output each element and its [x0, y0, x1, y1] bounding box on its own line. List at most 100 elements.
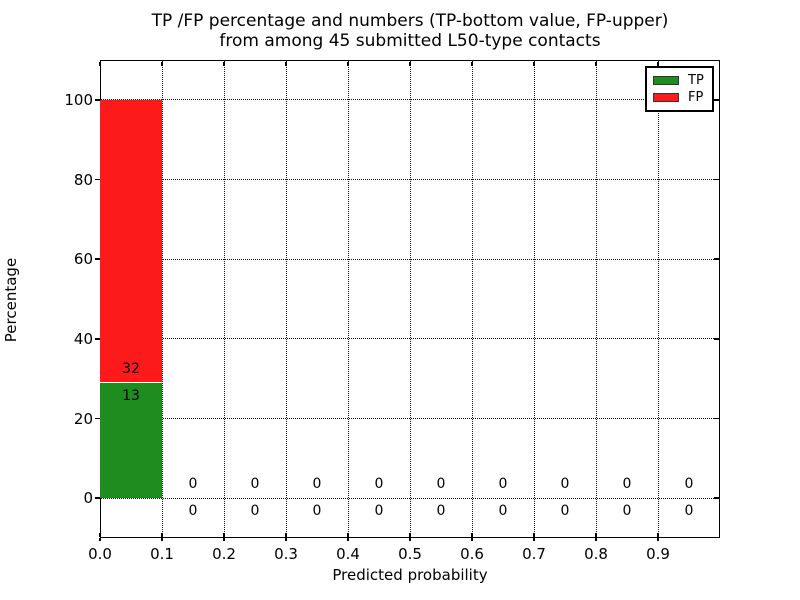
y-tick-right	[713, 99, 719, 101]
x-tick-bottom-outer	[533, 538, 535, 541]
x-tick-bottom	[595, 532, 597, 537]
y-tick-left	[95, 338, 100, 340]
x-tick-label: 0.7	[522, 545, 546, 563]
x-tick-top	[471, 61, 473, 66]
fp-count-label: 0	[374, 476, 384, 493]
tp-count-label: 0	[374, 503, 384, 520]
tp-count-label: 13	[122, 388, 140, 405]
x-tick-bottom-outer	[347, 538, 349, 541]
x-tick-label: 0.4	[336, 545, 360, 563]
chart-title: TP /FP percentage and numbers (TP-bottom…	[100, 11, 720, 51]
x-tick-top	[409, 61, 411, 66]
y-tick-left	[95, 178, 100, 181]
legend: TP FP	[645, 66, 714, 112]
x-tick-label: 0.5	[398, 545, 422, 563]
x-axis-label: Predicted probability	[332, 566, 488, 584]
x-tick-top	[595, 61, 597, 66]
y-tick-left	[95, 417, 100, 420]
fp-count-label: 0	[560, 476, 570, 493]
tp-count-label: 0	[498, 503, 508, 520]
x-tick-top	[161, 61, 163, 66]
x-tick-bottom	[471, 532, 473, 537]
x-tick-bottom	[161, 532, 163, 537]
tp-swatch-icon	[653, 75, 679, 85]
bar-segment-separator	[100, 382, 162, 384]
chart-title-line1: TP /FP percentage and numbers (TP-bottom…	[151, 11, 669, 31]
x-tick-bottom-outer	[471, 538, 473, 541]
x-tick-label: 0.6	[460, 545, 484, 563]
x-gridline	[657, 60, 659, 538]
y-tick-right	[713, 338, 719, 340]
x-gridline	[471, 60, 473, 538]
x-tick-bottom	[99, 532, 101, 537]
legend-row-fp: FP	[653, 90, 706, 105]
x-tick-bottom-outer	[285, 538, 287, 541]
fp-count-label: 0	[250, 476, 260, 493]
legend-label-fp: FP	[688, 90, 704, 106]
x-tick-label: 0.9	[646, 545, 670, 563]
x-gridline	[595, 60, 597, 538]
fp-swatch-icon	[653, 93, 679, 103]
x-tick-bottom-outer	[99, 538, 101, 541]
tp-count-label: 0	[436, 503, 446, 520]
fp-bar-segment	[100, 99, 162, 384]
y-tick-label: 80	[73, 170, 93, 189]
x-tick-label: 0.3	[274, 545, 298, 563]
fp-count-label: 0	[312, 476, 322, 493]
fp-count-label: 32	[122, 361, 140, 378]
tp-count-label: 0	[250, 503, 260, 520]
tp-count-label: 0	[684, 503, 694, 520]
x-tick-bottom-outer	[161, 538, 163, 541]
x-tick-bottom-outer	[595, 538, 597, 541]
legend-label-tp: TP	[688, 72, 704, 88]
x-tick-bottom	[533, 532, 535, 537]
y-tick-right	[713, 178, 719, 181]
x-tick-label: 0.2	[212, 545, 236, 563]
x-gridline	[161, 60, 163, 538]
x-tick-top	[223, 61, 225, 66]
x-gridline	[409, 60, 411, 538]
y-tick-right	[713, 258, 719, 260]
x-tick-top	[347, 61, 349, 66]
y-tick-label: 60	[73, 250, 93, 269]
y-tick-label: 0	[83, 489, 93, 508]
y-tick-left	[95, 258, 100, 260]
x-tick-bottom-outer	[657, 538, 659, 541]
x-tick-bottom-outer	[223, 538, 225, 541]
x-tick-bottom	[657, 532, 659, 537]
y-tick-right	[713, 417, 719, 420]
y-tick-left	[95, 497, 100, 499]
x-tick-label: 0.8	[584, 545, 608, 563]
tp-count-label: 0	[560, 503, 570, 520]
legend-row-tp: TP	[653, 73, 706, 88]
x-tick-bottom	[409, 532, 411, 537]
x-tick-top	[533, 61, 535, 66]
y-tick-label: 20	[73, 409, 93, 428]
x-tick-top	[285, 61, 287, 66]
tp-count-label: 0	[622, 503, 632, 520]
fp-count-label: 0	[498, 476, 508, 493]
x-tick-bottom	[223, 532, 225, 537]
x-tick-label: 0.0	[88, 545, 112, 563]
fp-count-label: 0	[684, 476, 694, 493]
x-gridline	[347, 60, 349, 538]
fp-count-label: 0	[188, 476, 198, 493]
y-tick-left	[95, 99, 100, 101]
x-tick-bottom	[285, 532, 287, 537]
x-gridline	[223, 60, 225, 538]
x-gridline	[533, 60, 535, 538]
y-tick-label: 40	[73, 329, 93, 348]
fp-count-label: 0	[622, 476, 632, 493]
y-tick-label: 100	[64, 90, 93, 109]
y-axis-label: Percentage	[2, 257, 20, 343]
x-tick-top	[99, 61, 101, 66]
x-tick-top	[657, 61, 659, 66]
x-tick-label: 0.1	[150, 545, 174, 563]
x-gridline	[285, 60, 287, 538]
fp-count-label: 0	[436, 476, 446, 493]
x-tick-bottom	[347, 532, 349, 537]
tp-bar-segment	[100, 383, 162, 499]
y-tick-right	[713, 497, 719, 499]
chart-title-line2: from among 45 submitted L50-type contact…	[219, 31, 601, 51]
